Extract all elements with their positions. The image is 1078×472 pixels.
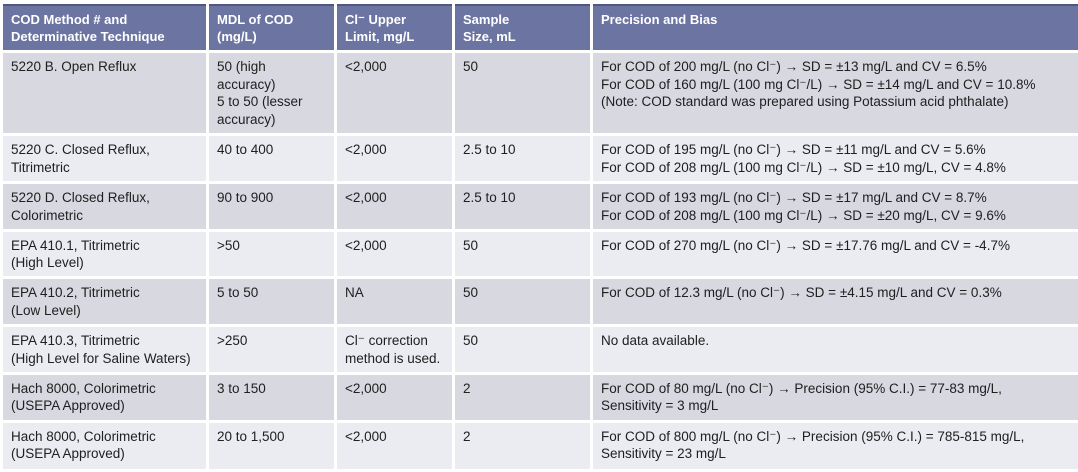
header-cell-method: COD Method # and Determinative Technique <box>3 4 206 50</box>
cell-method: EPA 410.3, Titrimetric (High Level for S… <box>3 326 206 372</box>
cell-method: Hach 8000, Colorimetric (USEPA Approved) <box>3 422 206 469</box>
cell-precision: For COD of 12.3 mg/L (no Cl⁻) → SD = ±4.… <box>593 279 1078 324</box>
cell-cl-limit: <2,000 <box>337 52 452 134</box>
cell-precision: No data available. <box>593 326 1078 372</box>
cell-mdl: 90 to 900 <box>209 184 334 229</box>
cell-cl-limit: <2,000 <box>337 374 452 420</box>
cell-cl-limit: <2,000 <box>337 184 452 229</box>
header-cell-precision-bias: Precision and Bias <box>593 4 1078 50</box>
cell-mdl: 3 to 150 <box>209 374 334 420</box>
cell-mdl: 50 (high accuracy) 5 to 50 (lesser accur… <box>209 52 334 134</box>
cell-precision: For COD of 80 mg/L (no Cl⁻) → Precision … <box>593 374 1078 420</box>
table-row: EPA 410.2, Titrimetric (Low Level) 5 to … <box>3 279 1078 324</box>
cell-sample-size: 50 <box>455 326 590 372</box>
table-row: 5220 D. Closed Reflux, Colorimetric 90 t… <box>3 184 1078 229</box>
cell-mdl: 5 to 50 <box>209 279 334 324</box>
cell-mdl: >250 <box>209 326 334 372</box>
cell-method: Hach 8000, Colorimetric (USEPA Approved) <box>3 374 206 420</box>
table-row: EPA 410.3, Titrimetric (High Level for S… <box>3 326 1078 372</box>
table-row: EPA 410.1, Titrimetric (High Level) >50 … <box>3 231 1078 277</box>
cell-sample-size: 50 <box>455 52 590 134</box>
cell-method: 5220 B. Open Reflux <box>3 52 206 134</box>
cell-sample-size: 2.5 to 10 <box>455 184 590 229</box>
cell-precision: For COD of 195 mg/L (no Cl⁻) → SD = ±11 … <box>593 136 1078 182</box>
cell-mdl: 40 to 400 <box>209 136 334 182</box>
cell-sample-size: 50 <box>455 231 590 277</box>
table-header-row: COD Method # and Determinative Technique… <box>3 4 1078 50</box>
cell-cl-limit: Cl⁻ correction method is used. <box>337 326 452 372</box>
cell-mdl: 20 to 1,500 <box>209 422 334 469</box>
header-cell-mdl: MDL of COD (mg/L) <box>209 4 334 50</box>
cell-sample-size: 2 <box>455 422 590 469</box>
cell-cl-limit: <2,000 <box>337 231 452 277</box>
cell-precision: For COD of 193 mg/L (no Cl⁻) → SD = ±17 … <box>593 184 1078 229</box>
header-cell-cl-upper-limit: Cl⁻ Upper Limit, mg/L <box>337 4 452 50</box>
cell-precision: For COD of 200 mg/L (no Cl⁻) → SD = ±13 … <box>593 52 1078 134</box>
cell-sample-size: 50 <box>455 279 590 324</box>
cell-method: EPA 410.1, Titrimetric (High Level) <box>3 231 206 277</box>
cell-method: EPA 410.2, Titrimetric (Low Level) <box>3 279 206 324</box>
table-row: 5220 C. Closed Reflux, Titrimetric 40 to… <box>3 136 1078 182</box>
cell-sample-size: 2 <box>455 374 590 420</box>
cell-method: 5220 D. Closed Reflux, Colorimetric <box>3 184 206 229</box>
cell-cl-limit: NA <box>337 279 452 324</box>
cell-cl-limit: <2,000 <box>337 422 452 469</box>
cell-precision: For COD of 270 mg/L (no Cl⁻) → SD = ±17.… <box>593 231 1078 277</box>
cell-cl-limit: <2,000 <box>337 136 452 182</box>
table-row: 5220 B. Open Reflux 50 (high accuracy) 5… <box>3 52 1078 134</box>
table-row: Hach 8000, Colorimetric (USEPA Approved)… <box>3 374 1078 420</box>
cell-method: 5220 C. Closed Reflux, Titrimetric <box>3 136 206 182</box>
cell-mdl: >50 <box>209 231 334 277</box>
table-row: Hach 8000, Colorimetric (USEPA Approved)… <box>3 422 1078 469</box>
cell-precision: For COD of 800 mg/L (no Cl⁻) → Precision… <box>593 422 1078 469</box>
header-cell-sample-size: Sample Size, mL <box>455 4 590 50</box>
cell-sample-size: 2.5 to 10 <box>455 136 590 182</box>
